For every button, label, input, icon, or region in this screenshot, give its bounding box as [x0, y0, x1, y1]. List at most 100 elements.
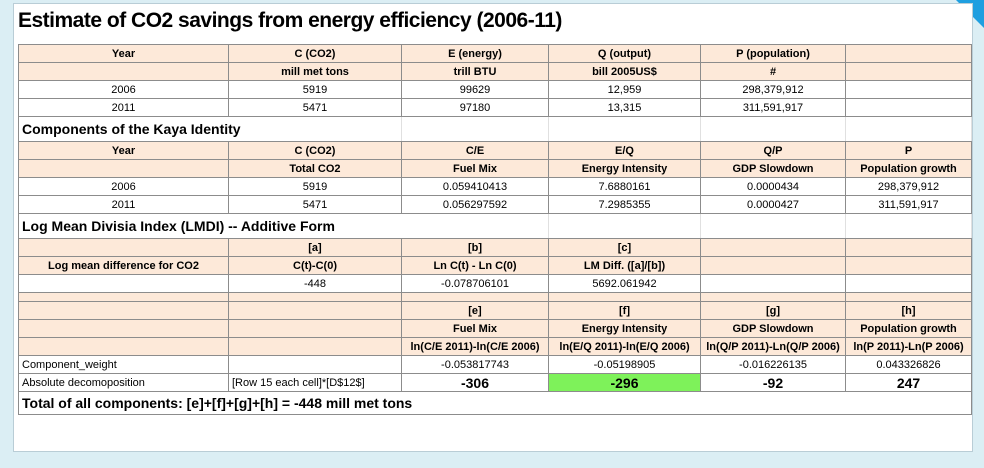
table-cell[interactable]: [18, 159, 229, 178]
table-cell[interactable]: [c]: [548, 238, 701, 257]
table-cell[interactable]: Component_weight: [18, 355, 229, 374]
table-cell[interactable]: C(t)-C(0): [228, 256, 402, 275]
table-cell[interactable]: LM Diff. ([a]/[b]): [548, 256, 701, 275]
table-cell[interactable]: [228, 337, 402, 356]
table-cell[interactable]: [845, 62, 972, 81]
table-cell[interactable]: 0.0000427: [700, 195, 846, 214]
table-cell[interactable]: 311,591,917: [700, 98, 846, 117]
table-cell[interactable]: 99629: [401, 80, 549, 99]
table-cell[interactable]: E (energy): [401, 44, 549, 63]
table-cell[interactable]: 7.6880161: [548, 177, 701, 196]
table-cell[interactable]: [548, 292, 701, 302]
table-cell[interactable]: P (population): [700, 44, 846, 63]
table-cell[interactable]: 298,379,912: [845, 177, 972, 196]
table-cell[interactable]: [h]: [845, 301, 972, 320]
table-cell[interactable]: [228, 292, 402, 302]
table-cell[interactable]: [845, 213, 972, 239]
table-cell[interactable]: [18, 238, 229, 257]
table-cell[interactable]: 5919: [228, 80, 402, 99]
table-cell[interactable]: Year: [18, 141, 229, 160]
table-cell[interactable]: 247: [845, 373, 972, 392]
table-cell[interactable]: GDP Slowdown: [700, 319, 846, 338]
table-cell[interactable]: Log mean difference for CO2: [18, 256, 229, 275]
table-cell[interactable]: [401, 116, 549, 142]
table-cell[interactable]: [845, 292, 972, 302]
table-cell[interactable]: -92: [700, 373, 846, 392]
table-cell[interactable]: -0.078706101: [401, 274, 549, 293]
table-cell[interactable]: [700, 116, 846, 142]
table-cell[interactable]: 5692.061942: [548, 274, 701, 293]
highlighted-cell[interactable]: -296: [548, 373, 701, 392]
table-cell[interactable]: trill BTU: [401, 62, 549, 81]
table-cell[interactable]: [f]: [548, 301, 701, 320]
table-cell[interactable]: [18, 301, 229, 320]
table-cell[interactable]: [845, 80, 972, 99]
table-cell[interactable]: 0.043326826: [845, 355, 972, 374]
table-cell[interactable]: mill met tons: [228, 62, 402, 81]
table-cell[interactable]: C/E: [401, 141, 549, 160]
table-cell[interactable]: ln(E/Q 2011)-ln(E/Q 2006): [548, 337, 701, 356]
table-cell[interactable]: [18, 337, 229, 356]
table-cell[interactable]: Population growth: [845, 159, 972, 178]
table-cell[interactable]: Q (output): [548, 44, 701, 63]
table-cell[interactable]: [700, 213, 846, 239]
table-cell[interactable]: [700, 238, 846, 257]
table-cell[interactable]: [228, 355, 402, 374]
table-cell[interactable]: ln(Q/P 2011)-Ln(Q/P 2006): [700, 337, 846, 356]
table-cell[interactable]: 0.0000434: [700, 177, 846, 196]
table-cell[interactable]: [b]: [401, 238, 549, 257]
table-cell[interactable]: Fuel Mix: [401, 159, 549, 178]
table-cell[interactable]: [18, 319, 229, 338]
table-cell[interactable]: [401, 292, 549, 302]
table-cell[interactable]: [845, 98, 972, 117]
table-cell[interactable]: [e]: [401, 301, 549, 320]
table-cell[interactable]: -0.016226135: [700, 355, 846, 374]
table-cell[interactable]: [700, 274, 846, 293]
table-cell[interactable]: 5471: [228, 195, 402, 214]
table-cell[interactable]: [228, 319, 402, 338]
table-cell[interactable]: [845, 238, 972, 257]
table-cell[interactable]: [g]: [700, 301, 846, 320]
table-cell[interactable]: -448: [228, 274, 402, 293]
table-cell[interactable]: 2006: [18, 177, 229, 196]
table-cell[interactable]: #: [700, 62, 846, 81]
table-cell[interactable]: 12,959: [548, 80, 701, 99]
table-cell[interactable]: 0.056297592: [401, 195, 549, 214]
table-cell[interactable]: Q/P: [700, 141, 846, 160]
table-cell[interactable]: 5471: [228, 98, 402, 117]
table-cell[interactable]: [548, 116, 701, 142]
table-cell[interactable]: ln(P 2011)-Ln(P 2006): [845, 337, 972, 356]
table-cell[interactable]: 13,315: [548, 98, 701, 117]
table-cell[interactable]: Total CO2: [228, 159, 402, 178]
table-cell[interactable]: 311,591,917: [845, 195, 972, 214]
table-cell[interactable]: Year: [18, 44, 229, 63]
table-cell[interactable]: ln(C/E 2011)-ln(C/E 2006): [401, 337, 549, 356]
table-cell[interactable]: E/Q: [548, 141, 701, 160]
table-cell[interactable]: Fuel Mix: [401, 319, 549, 338]
table-cell[interactable]: bill 2005US$: [548, 62, 701, 81]
table-cell[interactable]: [548, 213, 701, 239]
table-cell[interactable]: Ln C(t) - Ln C(0): [401, 256, 549, 275]
table-cell[interactable]: 2006: [18, 80, 229, 99]
table-cell[interactable]: 298,379,912: [700, 80, 846, 99]
table-cell[interactable]: Population growth: [845, 319, 972, 338]
table-cell[interactable]: [700, 292, 846, 302]
table-cell[interactable]: [a]: [228, 238, 402, 257]
table-cell[interactable]: 97180: [401, 98, 549, 117]
table-cell[interactable]: -0.05198905: [548, 355, 701, 374]
table-cell[interactable]: GDP Slowdown: [700, 159, 846, 178]
table-cell[interactable]: 2011: [18, 98, 229, 117]
table-cell[interactable]: [845, 274, 972, 293]
table-cell[interactable]: Energy Intensity: [548, 319, 701, 338]
table-cell[interactable]: 5919: [228, 177, 402, 196]
table-cell[interactable]: [18, 292, 229, 302]
table-cell[interactable]: [845, 256, 972, 275]
table-cell[interactable]: [228, 301, 402, 320]
table-cell[interactable]: -0.053817743: [401, 355, 549, 374]
table-cell[interactable]: Absolute decomoposition: [18, 373, 229, 392]
table-cell[interactable]: [Row 15 each cell]*[D$12$]: [228, 373, 402, 392]
table-cell[interactable]: P: [845, 141, 972, 160]
table-cell[interactable]: [18, 274, 229, 293]
table-cell[interactable]: Energy Intensity: [548, 159, 701, 178]
table-cell[interactable]: [18, 62, 229, 81]
